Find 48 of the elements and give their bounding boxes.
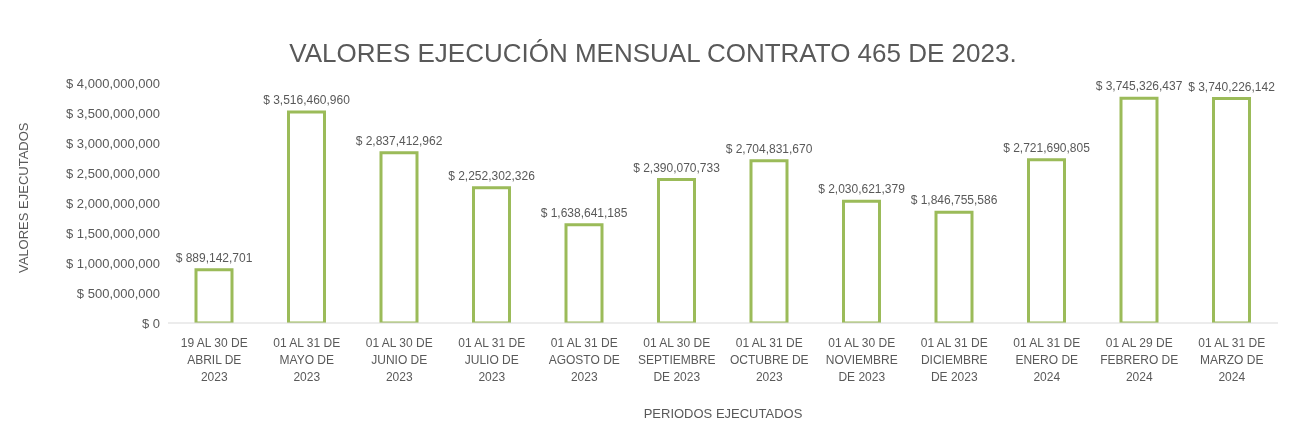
y-tick-label: $ 2,500,000,000 xyxy=(66,165,160,181)
bar xyxy=(1027,158,1066,323)
data-label: $ 889,142,701 xyxy=(175,250,253,265)
bar xyxy=(564,223,604,323)
x-tick-label: 01 AL 29 DE FEBRERO DE 2024 xyxy=(1100,336,1179,384)
data-label: $ 2,390,070,733 xyxy=(633,160,721,175)
bar xyxy=(1212,97,1251,323)
x-tick-label: 01 AL 31 DE AGOSTO DE 2023 xyxy=(548,336,620,384)
bar xyxy=(472,186,511,323)
x-tick-label: 19 AL 30 DE ABRIL DE 2023 xyxy=(180,336,248,384)
chart-title: VALORES EJECUCIÓN MENSUAL CONTRATO 465 DE 2023. xyxy=(288,38,1018,69)
bar xyxy=(379,151,419,323)
data-label: $ 2,030,621,379 xyxy=(818,182,906,197)
bar xyxy=(1119,96,1159,323)
y-tick-label: $ 1,000,000,000 xyxy=(66,255,160,271)
y-tick-label: $ 500,000,000 xyxy=(76,285,160,301)
data-label: $ 2,252,302,326 xyxy=(448,168,536,183)
y-tick-label: $ 3,000,000,000 xyxy=(66,135,160,151)
data-label: $ 1,846,755,586 xyxy=(910,193,998,208)
y-tick-label: $ 4,000,000,000 xyxy=(66,75,160,91)
data-label: $ 2,721,690,805 xyxy=(1003,140,1091,155)
data-label: $ 3,745,326,437 xyxy=(1095,79,1183,94)
data-label: $ 2,837,412,962 xyxy=(355,133,443,148)
x-tick-label: 01 AL 31 DE DICIEMBRE DE 2023 xyxy=(920,336,988,384)
x-tick-label: 01 AL 30 DE NOVIEMBRE DE 2023 xyxy=(825,336,898,384)
y-tick-label: $ 1,500,000,000 xyxy=(66,225,160,241)
x-tick-label: 01 AL 31 DE MARZO DE 2024 xyxy=(1198,336,1266,384)
y-tick-label: $ 0 xyxy=(141,315,160,331)
data-label: $ 2,704,831,670 xyxy=(725,141,813,156)
x-axis-title: PERIODOS EJECUTADOS xyxy=(643,406,803,421)
x-tick-label: 01 AL 31 DE ENERO DE 2024 xyxy=(1013,336,1081,384)
data-label: $ 3,740,226,142 xyxy=(1188,79,1276,94)
bar xyxy=(842,199,881,323)
x-tick-label: 01 AL 31 DE OCTUBRE DE 2023 xyxy=(729,336,809,384)
bar xyxy=(194,268,234,323)
x-tick-label: 01 AL 31 DE JULIO DE 2023 xyxy=(458,336,526,384)
y-tick-label: $ 2,000,000,000 xyxy=(66,195,160,211)
data-label: $ 1,638,641,185 xyxy=(540,205,628,220)
bar xyxy=(287,110,326,323)
x-tick-label: 01 AL 31 DE MAYO DE 2023 xyxy=(273,336,341,384)
x-tick-label: 01 AL 30 DE JUNIO DE 2023 xyxy=(365,336,433,384)
bar xyxy=(749,159,789,323)
data-label: $ 3,516,460,960 xyxy=(263,93,351,108)
bar xyxy=(657,178,696,323)
y-tick-label: $ 3,500,000,000 xyxy=(66,105,160,121)
bar xyxy=(934,210,974,323)
y-axis-title: VALORES EJECUTADOS xyxy=(15,122,31,273)
x-tick-label: 01 AL 30 DE SEPTIEMBRE DE 2023 xyxy=(638,336,716,384)
